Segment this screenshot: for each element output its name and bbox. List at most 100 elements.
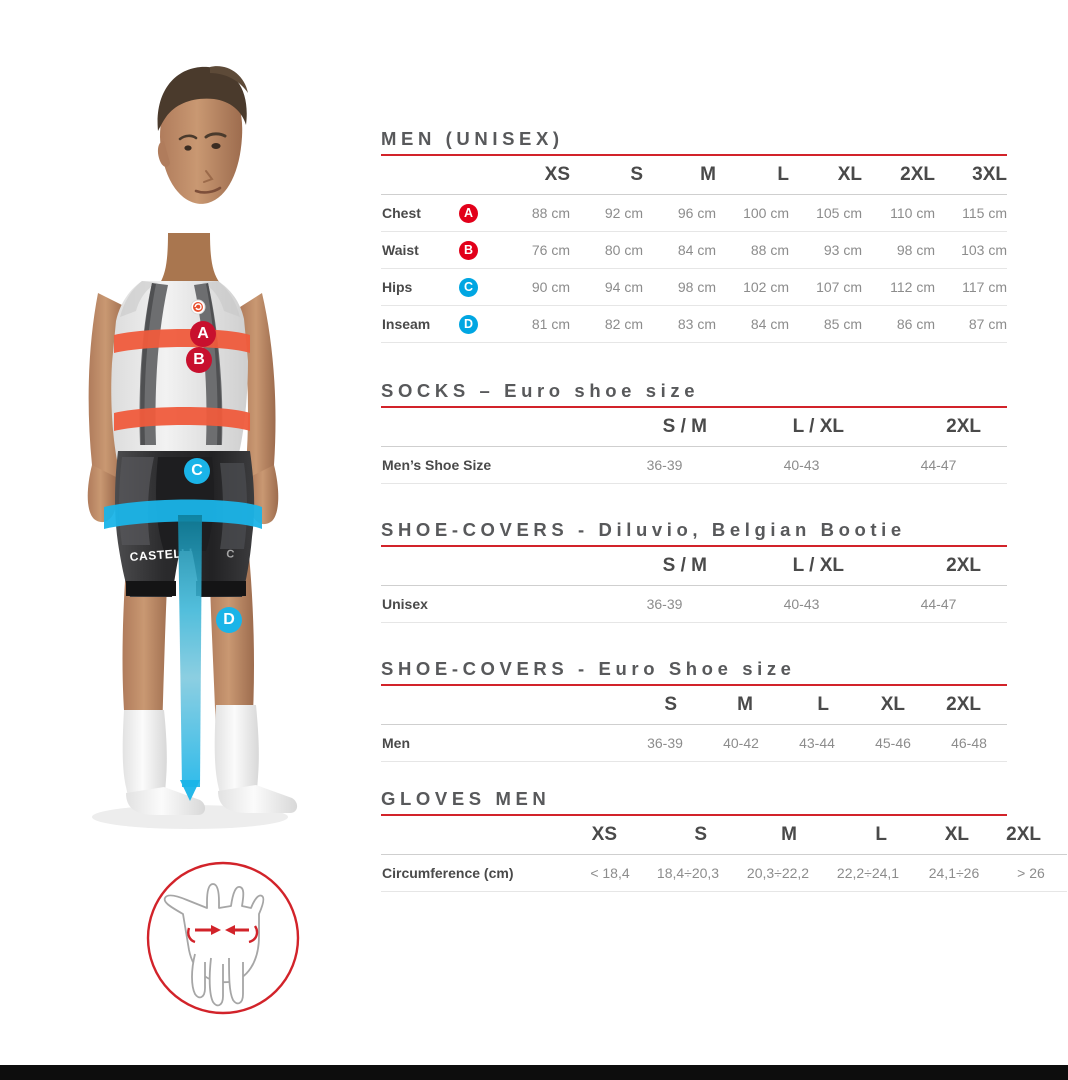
cell-inseam-xl: 85 cm <box>789 305 862 343</box>
cell-euro-2xl: 46-48 <box>931 724 1007 762</box>
figure-marker-a: A <box>190 321 216 347</box>
header-2xl: 2XL <box>870 547 1007 586</box>
section-rule <box>381 814 1007 816</box>
table-row: Men’s Shoe Size 36-39 40-43 44-47 <box>381 446 1007 484</box>
header-blank-badge <box>459 156 497 195</box>
row-label-chest: Chest <box>381 194 459 232</box>
castelli-logo-text: CASTELLI <box>129 546 193 564</box>
figure-marker-c: C <box>184 458 210 484</box>
cell-gloves-2xl: > 26 <box>995 854 1067 892</box>
table-row: Chest A 88 cm 92 cm 96 cm 100 cm 105 cm … <box>381 194 1007 232</box>
header-m: M <box>703 686 779 725</box>
badge-b: B <box>459 240 478 260</box>
section-title-shoe-covers-euro: SHOE-COVERS - Euro Shoe size <box>381 658 796 679</box>
header-s-m: S / M <box>596 547 733 586</box>
cell-chest-2xl: 110 cm <box>862 194 935 232</box>
cell-chest-l: 100 cm <box>716 194 789 232</box>
cell-waist-xs: 76 cm <box>497 231 570 269</box>
cell-hips-s: 94 cm <box>570 268 643 306</box>
table-shoe-covers-euro: S M L XL 2XL Men 36-39 40-42 43-44 45-46… <box>381 686 1007 762</box>
section-title-shoe-covers-diluvio: SHOE-COVERS - Diluvio, Belgian Bootie <box>381 519 906 540</box>
cell-hips-m: 98 cm <box>643 268 716 306</box>
section-title-socks: SOCKS – Euro shoe size <box>381 380 700 401</box>
cell-diluvio-2xl: 44-47 <box>870 585 1007 623</box>
figure-marker-b: B <box>186 347 212 373</box>
cell-inseam-l: 84 cm <box>716 305 789 343</box>
header-2xl: 2XL <box>931 686 1007 725</box>
cell-chest-3xl: 115 cm <box>935 194 1007 232</box>
cell-hips-l: 102 cm <box>716 268 789 306</box>
header-xl: XL <box>855 686 931 725</box>
cell-gloves-xl: 24,1÷26 <box>913 854 995 892</box>
section-title-men-unisex: MEN (UNISEX) <box>381 128 564 149</box>
header-s: S <box>627 686 703 725</box>
row-badge-inseam: D <box>459 305 497 343</box>
cell-waist-2xl: 98 cm <box>862 231 935 269</box>
cell-chest-s: 92 cm <box>570 194 643 232</box>
table-header-row: XS S M L XL 2XL <box>381 816 1067 855</box>
cell-hips-xl: 107 cm <box>789 268 862 306</box>
header-blank-label <box>381 156 459 195</box>
header-l-xl: L / XL <box>733 547 870 586</box>
table-header-row: XS S M L XL 2XL 3XL <box>381 156 1007 195</box>
cell-inseam-s: 82 cm <box>570 305 643 343</box>
cell-socks-s-m: 36-39 <box>596 446 733 484</box>
chest-measure-band <box>114 329 250 353</box>
cell-waist-l: 88 cm <box>716 231 789 269</box>
hips-measure-band <box>104 499 262 529</box>
cell-chest-xl: 105 cm <box>789 194 862 232</box>
cell-hips-3xl: 117 cm <box>935 268 1007 306</box>
inseam-measure-band <box>178 515 202 787</box>
cell-euro-xl: 45-46 <box>855 724 931 762</box>
section-rule <box>381 684 1007 686</box>
row-label-unisex: Unisex <box>381 585 596 623</box>
table-header-row: S M L XL 2XL <box>381 686 1007 725</box>
header-l-xl: L / XL <box>733 408 870 447</box>
badge-c: C <box>459 277 478 297</box>
header-xl: XL <box>913 816 995 855</box>
section-rule <box>381 545 1007 547</box>
table-row: Hips C 90 cm 94 cm 98 cm 102 cm 107 cm 1… <box>381 268 1007 306</box>
header-xl: XL <box>789 156 862 195</box>
header-l: L <box>779 686 855 725</box>
cyclist-model-illustration: CASTELLI C <box>87 66 298 829</box>
cell-waist-s: 80 cm <box>570 231 643 269</box>
table-row: Waist B 76 cm 80 cm 84 cm 88 cm 93 cm 98… <box>381 231 1007 269</box>
cell-hips-xs: 90 cm <box>497 268 570 306</box>
cell-diluvio-s-m: 36-39 <box>596 585 733 623</box>
cell-gloves-l: 22,2÷24,1 <box>823 854 913 892</box>
section-rule <box>381 406 1007 408</box>
hand-circumference-diagram <box>146 861 300 1015</box>
table-header-row: S / M L / XL 2XL <box>381 547 1007 586</box>
table-socks: S / M L / XL 2XL Men’s Shoe Size 36-39 4… <box>381 408 1007 484</box>
header-blank-label <box>381 408 596 447</box>
cell-waist-3xl: 103 cm <box>935 231 1007 269</box>
section-men-unisex: MEN (UNISEX) XS S M L XL 2XL 3XL <box>381 128 1007 343</box>
cell-diluvio-l-xl: 40-43 <box>733 585 870 623</box>
cell-inseam-2xl: 86 cm <box>862 305 935 343</box>
section-shoe-covers-diluvio: SHOE-COVERS - Diluvio, Belgian Bootie S … <box>381 519 1007 623</box>
row-badge-waist: B <box>459 231 497 269</box>
table-row: Men 36-39 40-42 43-44 45-46 46-48 <box>381 724 1007 762</box>
waist-measure-band <box>114 407 250 431</box>
section-rule <box>381 154 1007 156</box>
cell-socks-2xl: 44-47 <box>870 446 1007 484</box>
row-label-inseam: Inseam <box>381 305 459 343</box>
cell-hips-2xl: 112 cm <box>862 268 935 306</box>
badge-a: A <box>459 203 478 223</box>
table-row: Inseam D 81 cm 82 cm 83 cm 84 cm 85 cm 8… <box>381 305 1007 343</box>
svg-text:C: C <box>226 548 236 561</box>
section-gloves-men: GLOVES MEN XS S M L XL 2XL Circumference… <box>381 788 1067 892</box>
header-l: L <box>823 816 913 855</box>
header-3xl: 3XL <box>935 156 1007 195</box>
header-blank-label <box>381 816 577 855</box>
model-figure-panel: CASTELLI C A B C D <box>0 0 370 1065</box>
table-men-unisex: XS S M L XL 2XL 3XL Chest A 88 cm 92 cm … <box>381 156 1007 343</box>
cell-inseam-3xl: 87 cm <box>935 305 1007 343</box>
header-s-m: S / M <box>596 408 733 447</box>
cell-gloves-m: 20,3÷22,2 <box>733 854 823 892</box>
cell-euro-m: 40-42 <box>703 724 779 762</box>
row-badge-hips: C <box>459 268 497 306</box>
header-2xl: 2XL <box>862 156 935 195</box>
